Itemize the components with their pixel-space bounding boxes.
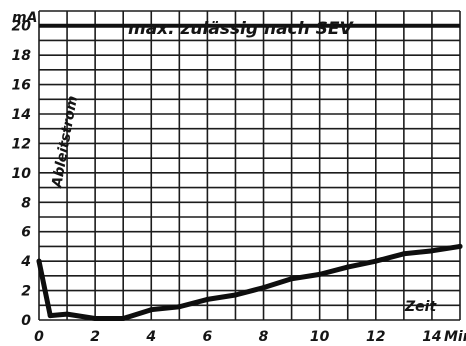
y-tick-label: 8 (21, 195, 31, 211)
data-point (401, 251, 407, 257)
x-tick-label: 10 (310, 329, 330, 345)
data-point (429, 248, 435, 254)
x-tick-label: 0 (34, 329, 44, 345)
chart-title: max. zulässig nach SEV (128, 19, 355, 39)
y-tick-labels: 0 2 4 6 8 10 12 14 16 18 20 (12, 19, 32, 329)
grid (38, 10, 461, 321)
data-point (148, 307, 154, 313)
y-tick-label: 20 (12, 19, 32, 35)
series-layer (36, 243, 463, 322)
data-point (204, 296, 210, 302)
data-point (36, 258, 42, 264)
x-tick-label: 14 (422, 329, 441, 345)
data-point (64, 311, 70, 317)
data-point (92, 316, 98, 322)
y-unit-label: mA (12, 10, 37, 26)
x-tick-label: 2 (90, 329, 100, 345)
x-axis-label: Zeit (404, 299, 437, 315)
data-point (373, 258, 379, 264)
data-point (176, 304, 182, 310)
data-point (47, 313, 53, 319)
data-point (345, 264, 351, 270)
y-tick-label: 12 (12, 136, 31, 152)
y-tick-label: 10 (12, 166, 32, 182)
y-tick-label: 16 (12, 78, 32, 94)
series-line (36, 243, 463, 322)
y-tick-label: 4 (20, 254, 31, 270)
data-point (232, 292, 238, 298)
y-tick-label: 2 (21, 284, 31, 300)
data-point (120, 316, 126, 322)
y-tick-label: 0 (21, 313, 31, 329)
x-tick-labels: 0 2 4 6 8 10 12 14 (34, 329, 442, 345)
data-point (457, 243, 463, 249)
x-tick-label: 6 (203, 329, 213, 345)
x-unit-label: Min (444, 329, 466, 345)
x-tick-label: 4 (145, 329, 156, 345)
x-tick-label: 8 (259, 329, 269, 345)
data-point (289, 276, 295, 282)
x-tick-label: 12 (366, 329, 385, 345)
data-point (317, 271, 323, 277)
y-axis-label: Ableitstrom (49, 95, 81, 190)
y-tick-label: 18 (12, 48, 32, 64)
y-tick-label: 6 (21, 225, 31, 241)
y-tick-label: 14 (12, 107, 31, 123)
data-point (261, 285, 267, 291)
